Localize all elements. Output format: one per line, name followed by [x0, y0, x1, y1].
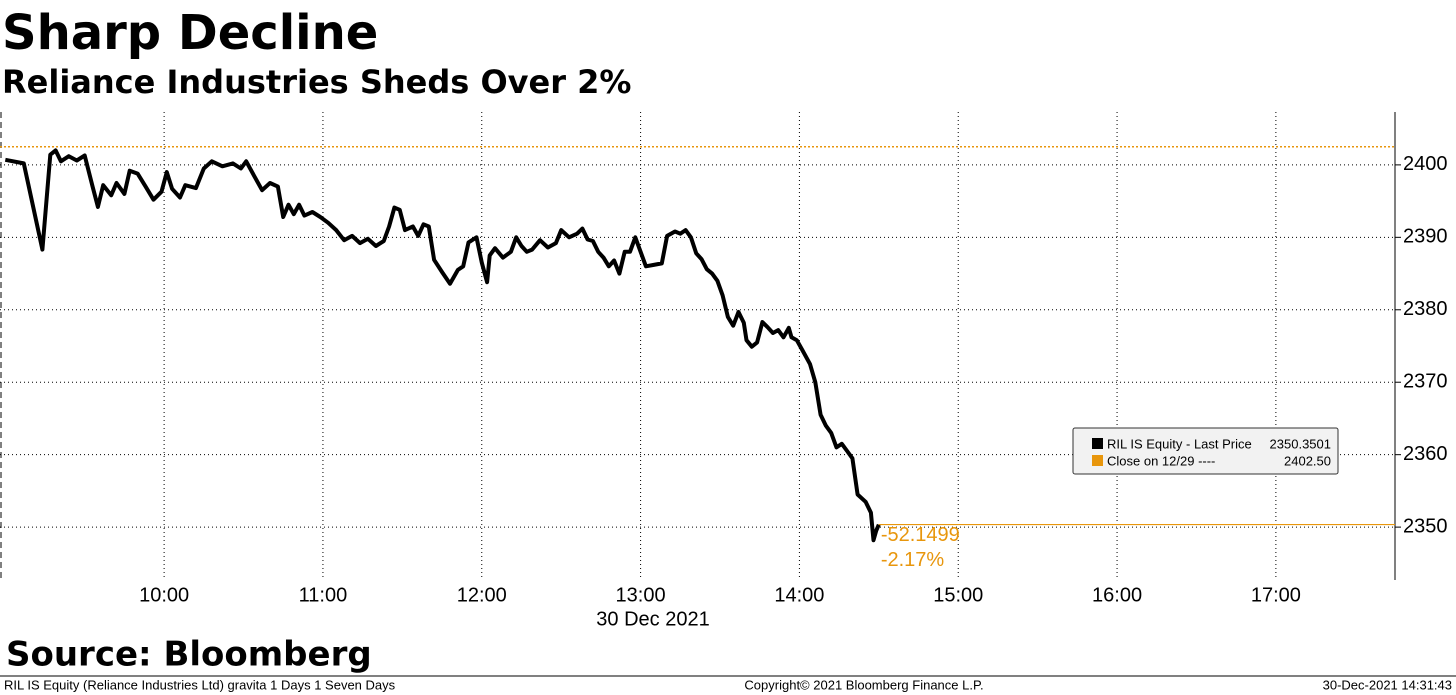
footer-right: 30-Dec-2021 14:31:43	[1323, 677, 1452, 692]
change-value: -52.1499	[881, 524, 960, 546]
footer-center: Copyright© 2021 Bloomberg Finance L.P.	[744, 677, 983, 692]
x-tick-label: 16:00	[1092, 584, 1142, 606]
legend-value: 2350.3501	[1270, 436, 1331, 451]
x-axis-label: 30 Dec 2021	[596, 608, 709, 630]
x-tick-label: 13:00	[616, 584, 666, 606]
x-tick-label: 11:00	[299, 584, 348, 606]
source: Source: Bloomberg	[6, 635, 372, 675]
legend-value: 2402.50	[1284, 453, 1331, 468]
x-tick-label: 12:00	[457, 584, 507, 606]
y-tick-label: 2370	[1403, 371, 1448, 393]
legend-label: RIL IS Equity - Last Price	[1107, 436, 1252, 451]
y-tick-label: 2400	[1403, 153, 1448, 175]
chart-title: Sharp Decline	[2, 5, 378, 61]
x-tick-label: 17:00	[1251, 584, 1301, 606]
legend-swatch	[1092, 438, 1103, 449]
chart-subtitle: Reliance Industries Sheds Over 2%	[2, 63, 631, 101]
change-percent: -2.17%	[881, 549, 945, 571]
y-tick-label: 2390	[1403, 226, 1448, 248]
y-tick-label: 2380	[1403, 298, 1448, 320]
legend-label: Close on 12/29 ----	[1107, 453, 1215, 468]
footer-left: RIL IS Equity (Reliance Industries Ltd) …	[4, 677, 396, 692]
x-tick-label: 14:00	[774, 584, 824, 606]
x-tick-label: 15:00	[933, 584, 983, 606]
y-tick-label: 2360	[1403, 443, 1448, 465]
x-tick-label: 10:00	[139, 584, 189, 606]
legend-swatch	[1092, 455, 1103, 466]
legend-box	[1072, 427, 1339, 475]
y-tick-label: 2350	[1403, 515, 1448, 537]
price-line	[4, 148, 881, 543]
